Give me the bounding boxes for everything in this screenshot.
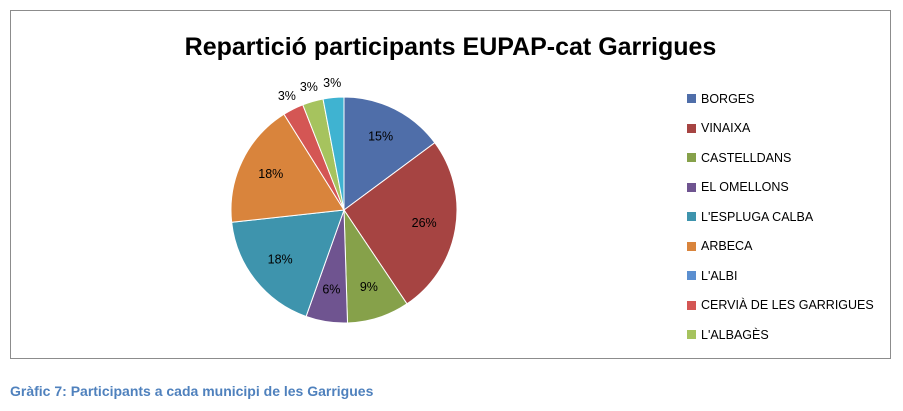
pie-slice-1 (343, 142, 458, 305)
legend-swatch (687, 300, 696, 310)
legend-swatch (687, 330, 696, 340)
pie-slice-0 (343, 96, 436, 211)
legend-swatch (687, 182, 696, 192)
legend-item: BORGES (687, 84, 874, 114)
slice-data-label: 18% (258, 167, 283, 181)
legend-item: CERVIÀ DE LES GARRIGUES (687, 291, 874, 321)
pie-slice-9 (322, 96, 345, 211)
legend-item: ARBECA (687, 232, 874, 262)
figure-caption: Gràfic 7: Participants a cada municipi d… (10, 383, 374, 399)
legend-item: CASTELLDANS (687, 143, 874, 173)
legend-swatch (687, 153, 696, 163)
legend-swatch (687, 94, 696, 104)
legend-label: VINAIXA (701, 121, 751, 136)
chart-frame: Repartició participants EUPAP-cat Garrig… (10, 10, 891, 359)
legend-item: VINAIXA (687, 114, 874, 144)
legend-label: L'ALBAGÈS (701, 327, 769, 342)
pie-slice-5 (230, 113, 345, 223)
chart-title: Repartició participants EUPAP-cat Garrig… (184, 33, 717, 61)
legend-label: CERVIÀ DE LES GARRIGUES (701, 298, 874, 313)
legend-item: L'ALBAGÈS (687, 320, 874, 350)
chart-legend: BORGES VINAIXA CASTELLDANS EL OMELLONS L'ESP… (687, 84, 874, 350)
legend-swatch (687, 241, 696, 251)
slice-data-label: 15% (368, 130, 393, 144)
pie-slice-4 (231, 209, 345, 318)
legend-item: L'ESPLUGA CALBA (687, 202, 874, 232)
legend-swatch (687, 212, 696, 222)
slice-data-label: 18% (268, 253, 293, 267)
legend-swatch (687, 123, 696, 133)
slice-data-label: 3% (323, 76, 341, 90)
legend-swatch (687, 271, 696, 281)
slice-data-label: 3% (278, 89, 296, 103)
legend-label: L'ESPLUGA CALBA (701, 209, 814, 224)
slice-data-label: 9% (360, 280, 378, 294)
slice-data-label: 26% (412, 216, 437, 230)
pie-chart: 15% 26% 9% 6% 18% 18% 3% 3% 3% (230, 76, 458, 324)
legend-label: CASTELLDANS (701, 150, 792, 165)
legend-label: BORGES (701, 91, 755, 106)
legend-label: L'ALBI (701, 268, 738, 283)
legend-item: L'ALBI (687, 261, 874, 291)
legend-label: ARBECA (701, 239, 753, 254)
slice-data-label: 6% (322, 283, 340, 297)
slice-data-label: 3% (300, 80, 318, 94)
legend-item: EL OMELLONS (687, 173, 874, 203)
legend-label: EL OMELLONS (701, 180, 789, 195)
